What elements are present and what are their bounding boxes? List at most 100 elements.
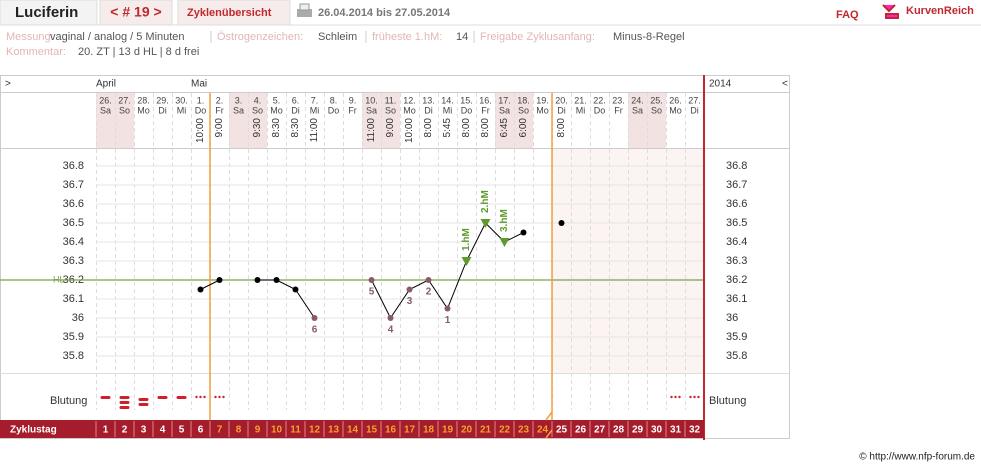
bleeding-mark xyxy=(678,395,681,399)
weekend-shade xyxy=(362,93,381,148)
y-tick-label: 36.8 xyxy=(63,160,84,172)
y-tick-label-right: 36.7 xyxy=(726,179,747,191)
time-label: 9:00 xyxy=(385,118,396,138)
time-label: 11:00 xyxy=(366,118,377,143)
y-tick-label-right: 36 xyxy=(726,312,738,324)
point-label: 3 xyxy=(407,296,413,307)
y-tick-label: 36.7 xyxy=(63,179,84,191)
cycle-day: 27 xyxy=(594,425,606,436)
y-tick-label-right: 36.2 xyxy=(726,274,747,286)
footer: © http://www.nfp-forum.de xyxy=(859,452,975,463)
y-tick-label-right: 35.8 xyxy=(726,350,747,362)
point-label: 5 xyxy=(369,287,375,298)
nav-left[interactable]: > xyxy=(5,79,11,90)
weekday-label: Fr xyxy=(481,105,490,115)
y-tick-label: 36.1 xyxy=(63,293,84,305)
date-label: 16. xyxy=(479,95,492,105)
time-label: 6:45 xyxy=(499,118,510,138)
date-label: 15. xyxy=(460,95,473,105)
date-label: 27. xyxy=(688,95,701,105)
overview-box[interactable] xyxy=(177,0,291,26)
date-label: 23. xyxy=(612,95,625,105)
weekday-label: Sa xyxy=(366,105,377,115)
nav-right[interactable]: < xyxy=(782,79,788,90)
bleeding-mark xyxy=(693,395,696,399)
date-label: 18. xyxy=(517,95,530,105)
weekday-label: Fr xyxy=(614,105,623,115)
weekday-label: Mo xyxy=(403,105,416,115)
time-label: 11:00 xyxy=(309,118,320,143)
y-tick-label-right: 36.1 xyxy=(726,293,747,305)
point xyxy=(387,315,394,321)
y-tick-label: 36.4 xyxy=(63,236,84,248)
bleeding-mark xyxy=(199,395,202,399)
info-line: Messung:vaginal / analog / 5 Minuten Östr… xyxy=(6,31,685,43)
weekday-label: Sa xyxy=(100,105,111,115)
cycle-day: 4 xyxy=(160,425,166,436)
phase-mark xyxy=(545,411,553,439)
cycle-day: 16 xyxy=(385,425,397,436)
date-label: 28. xyxy=(137,95,150,105)
cycle-day: 8 xyxy=(236,425,242,436)
cycle-day: 14 xyxy=(347,425,359,436)
faq-link[interactable]: FAQ xyxy=(836,9,859,21)
weekday-label: Di xyxy=(424,105,433,115)
bleeding-mark xyxy=(119,401,130,404)
date-label: 1. xyxy=(197,95,205,105)
cycle-day: 11 xyxy=(290,425,301,436)
print-icon[interactable] xyxy=(297,3,312,17)
time-label: 8:00 xyxy=(480,118,491,138)
cycle-day: 32 xyxy=(689,425,701,436)
bleeding-mark xyxy=(195,395,198,399)
y-tick-label-right: 36.5 xyxy=(726,217,747,229)
hm-label: 1.hM xyxy=(461,228,472,251)
time-label: 9:30 xyxy=(252,118,263,138)
date-label: 3. xyxy=(235,95,243,105)
y-tick-label: 35.9 xyxy=(63,331,84,343)
date-label: 2. xyxy=(216,95,224,105)
y-tick-label-right: 36.6 xyxy=(726,198,747,210)
date-label: 24. xyxy=(631,95,644,105)
date-label: 19. xyxy=(536,95,549,105)
bleeding-mark xyxy=(100,396,111,399)
weekend-shade xyxy=(229,93,248,148)
cycle-day: 1 xyxy=(103,425,109,436)
point xyxy=(406,286,413,293)
info-value: vaginal / analog / 5 Minuten xyxy=(50,31,185,43)
cycle-day: 28 xyxy=(613,425,625,436)
point xyxy=(254,277,261,283)
cycle-nav[interactable]: < # 19 > xyxy=(110,4,161,20)
cycle-day: 7 xyxy=(217,425,223,436)
comment-label: Kommentar: xyxy=(6,46,66,58)
time-label: 8:00 xyxy=(461,118,472,138)
brand-icon xyxy=(882,4,899,19)
weekend-shade xyxy=(96,93,115,148)
date-label: 22. xyxy=(593,95,606,105)
y-tick-label-right: 35.9 xyxy=(726,331,747,343)
bleeding-mark xyxy=(138,398,149,401)
bleeding-mark xyxy=(157,396,168,399)
bleeding-label-right: Blutung xyxy=(709,395,746,407)
brand-name[interactable]: KurvenReich xyxy=(906,5,974,17)
date-label: 27. xyxy=(118,95,131,105)
date-label: 20. xyxy=(555,95,568,105)
point-label: 6 xyxy=(312,325,318,336)
date-label: 9. xyxy=(349,95,357,105)
cycle-day: 10 xyxy=(271,425,283,436)
weekday-label: Mo xyxy=(536,105,549,115)
weekend-shade xyxy=(628,93,647,148)
date-label: 7. xyxy=(311,95,319,105)
weekday-label: Mi xyxy=(576,105,586,115)
peak-marker xyxy=(480,219,491,228)
weekday-label: Sa xyxy=(499,105,510,115)
bleeding-mark xyxy=(670,395,673,399)
date-label: 6. xyxy=(292,95,300,105)
cycle-day: 12 xyxy=(309,425,321,436)
date-label: 17. xyxy=(498,95,511,105)
point xyxy=(197,286,204,293)
bleeding-mark xyxy=(674,395,677,399)
point-label: 2 xyxy=(426,287,432,298)
cycle-box[interactable] xyxy=(99,0,173,26)
overview-link[interactable]: Zyklenübersicht xyxy=(187,7,272,19)
